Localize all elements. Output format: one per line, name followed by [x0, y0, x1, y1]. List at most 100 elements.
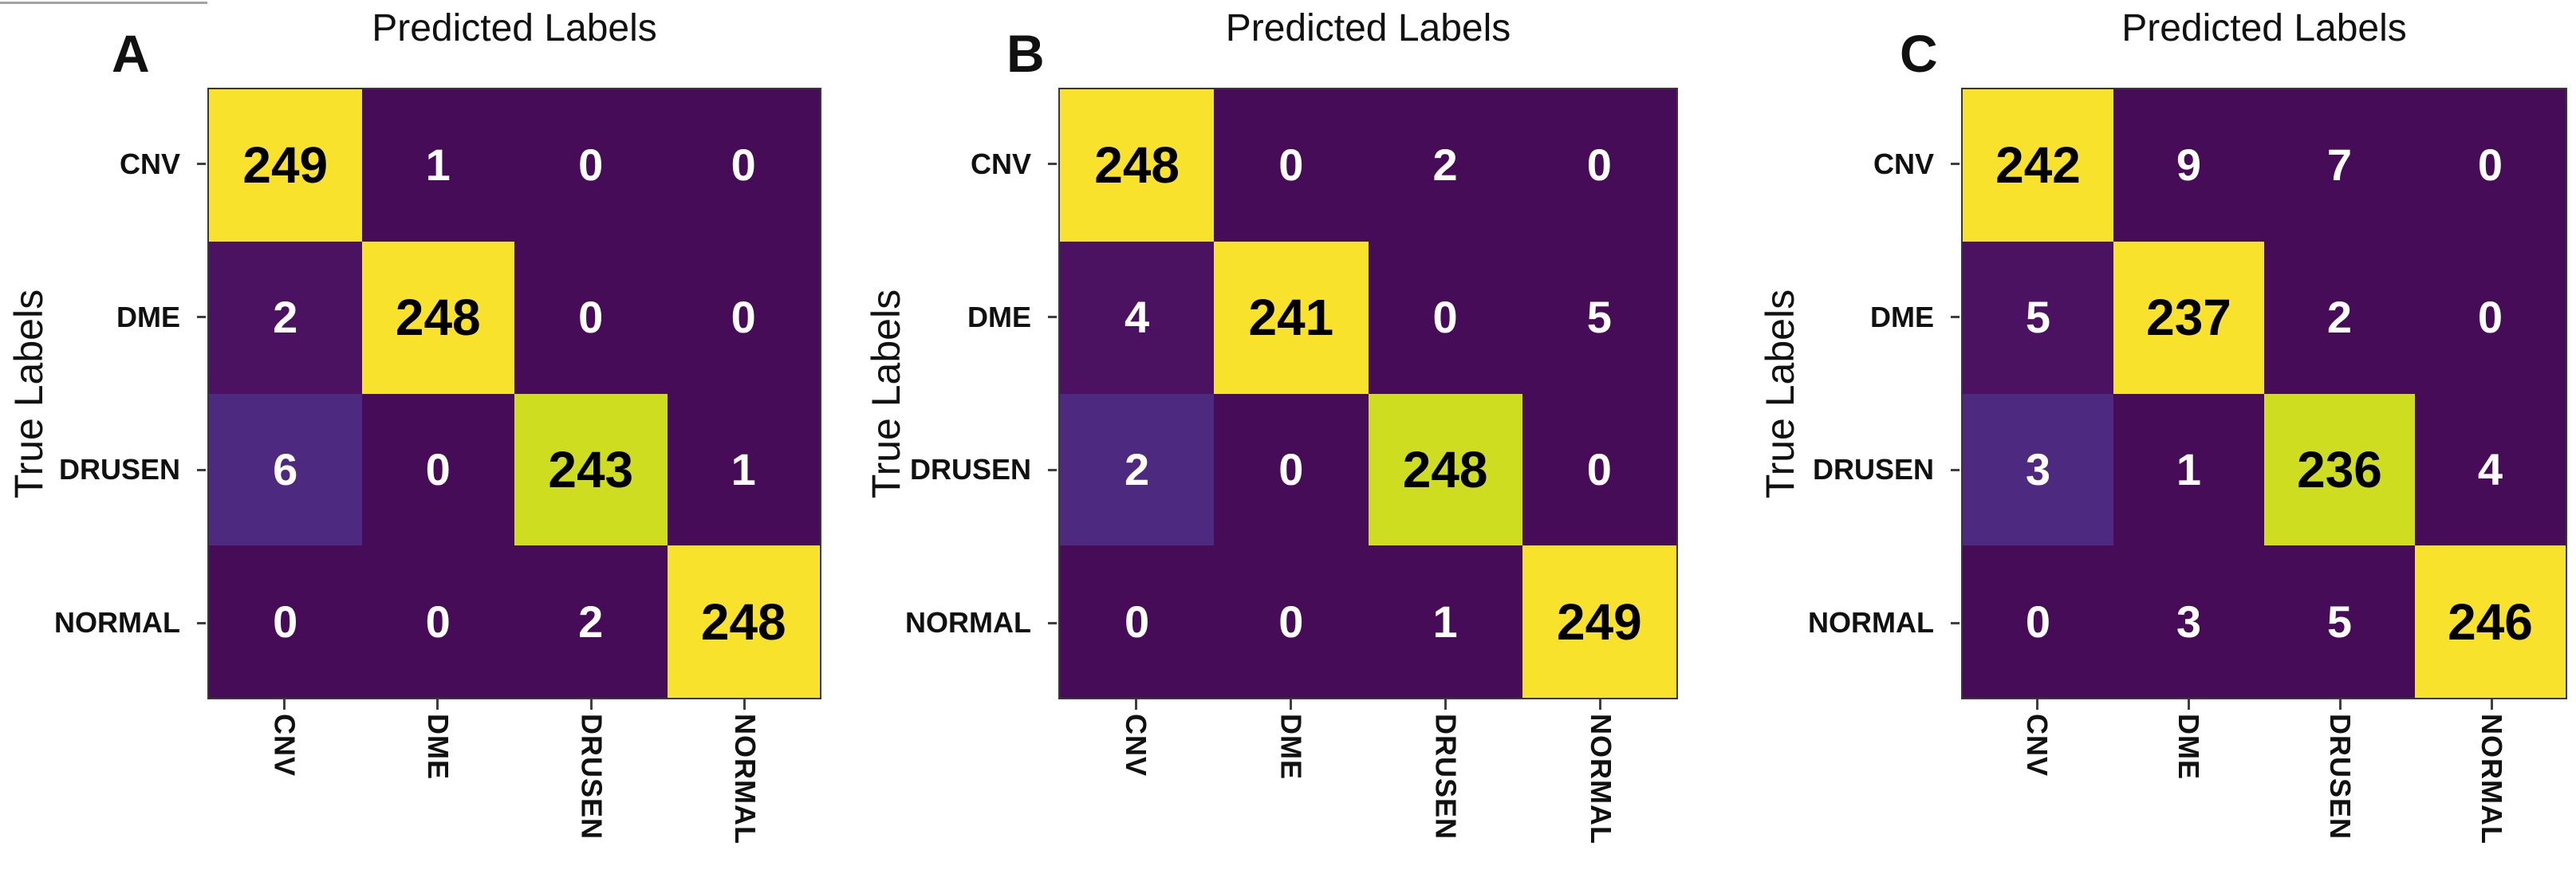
col-label-wrap: DRUSEN: [514, 714, 668, 857]
matrix-cell: 236: [2264, 393, 2415, 546]
matrix-cell-value: 248: [1094, 136, 1180, 195]
col-label-drusen: DRUSEN: [2324, 714, 2357, 840]
matrix-cell-value: 0: [731, 140, 756, 191]
matrix-cell: 241: [1214, 241, 1369, 394]
matrix-cell-value: 9: [2176, 140, 2202, 191]
row-tick-cell: [197, 394, 206, 547]
matrix-cell-value: 0: [1432, 292, 1458, 343]
col-label-wrap: NORMAL: [2416, 714, 2567, 857]
matrix-cell: 2: [514, 545, 668, 698]
col-tick-cell: [2416, 699, 2567, 710]
matrix-cell: 0: [1522, 393, 1676, 546]
matrix-cell-value: 0: [578, 292, 604, 343]
col-label-wrap: CNV: [1961, 714, 2113, 857]
tick-mark: [2338, 699, 2342, 710]
row-label-dme: DME: [1870, 300, 1934, 333]
col-label-wrap: DRUSEN: [1369, 714, 1523, 857]
tick-mark: [743, 699, 746, 710]
matrix-cell: 2: [1368, 89, 1522, 242]
tick-mark: [1289, 699, 1292, 710]
tick-mark: [282, 699, 286, 710]
col-label-cnv: CNV: [2021, 714, 2054, 777]
matrix-cell: 5: [2264, 545, 2415, 698]
matrix-cell-value: 2: [273, 292, 298, 343]
col-tick-cell: [361, 699, 515, 710]
matrix-cell-value: 0: [1586, 443, 1612, 494]
col-label-wrap: NORMAL: [1523, 714, 1678, 857]
col-tick-cell: [1523, 699, 1678, 710]
matrix-cell-value: 2: [1125, 443, 1150, 494]
col-tick-labels: CNV DME DRUSEN NORMAL: [1058, 714, 1678, 857]
tick-mark: [2490, 699, 2493, 710]
matrix-cell: 248: [361, 241, 514, 394]
tick-mark: [197, 316, 206, 319]
tick-mark: [1048, 163, 1057, 166]
col-tick-marks: [1961, 699, 2567, 710]
matrix-cell: 2: [1060, 393, 1215, 546]
row-label-cnv: CNV: [119, 147, 180, 180]
row-tick-labels: CNV DME DRUSEN NORMAL: [1718, 88, 1934, 699]
col-tick-cell: [2113, 699, 2264, 710]
row-label-normal: NORMAL: [54, 606, 180, 640]
col-label-drusen: DRUSEN: [575, 714, 609, 840]
matrix-cell-value: 5: [2025, 292, 2051, 343]
matrix-cell-value: 0: [2477, 140, 2503, 191]
tick-mark: [1048, 621, 1057, 624]
matrix-cell-value: 0: [273, 596, 298, 647]
matrix-cell: 0: [1522, 89, 1676, 242]
row-tick-cell: [1951, 546, 1960, 699]
col-tick-cell: [1961, 699, 2113, 710]
matrix-cell-value: 3: [2176, 596, 2202, 647]
matrix-cell-value: 3: [2025, 443, 2051, 494]
matrix-cell: 1: [667, 393, 820, 546]
col-label-normal: NORMAL: [728, 714, 762, 844]
confusion-matrix-b: 248 0 2 0 4 241 0 5 2 0 248 0 0 0 1 249: [1058, 88, 1678, 699]
row-tick-cell: [1951, 241, 1960, 394]
matrix-cell: 4: [2415, 393, 2566, 546]
matrix-cell-value: 0: [425, 443, 451, 494]
col-tick-cell: [1369, 699, 1523, 710]
col-label-normal: NORMAL: [2476, 714, 2508, 844]
tick-mark: [1444, 699, 1448, 710]
matrix-cell: 248: [667, 545, 820, 698]
matrix-cell: 4: [1060, 241, 1215, 394]
tick-mark: [197, 621, 206, 624]
col-label-wrap: CNV: [1058, 714, 1213, 857]
col-tick-cell: [2264, 699, 2416, 710]
col-label-drusen: DRUSEN: [1429, 714, 1463, 840]
matrix-cell-value: 0: [2477, 292, 2503, 343]
matrix-cell-value: 0: [578, 140, 604, 191]
row-label-dme: DME: [116, 300, 180, 333]
matrix-cell: 3: [2113, 545, 2264, 698]
row-tick-marks: [1048, 88, 1057, 699]
matrix-cell-value: 1: [1432, 596, 1458, 647]
col-label-dme: DME: [2172, 714, 2205, 780]
row-label-cnv: CNV: [970, 147, 1031, 180]
tick-mark: [1134, 699, 1137, 710]
row-label-normal: NORMAL: [1808, 606, 1934, 640]
matrix-cell-value: 4: [2477, 443, 2503, 494]
matrix-cell-value: 5: [2326, 596, 2353, 647]
tick-mark: [1048, 316, 1057, 319]
matrix-cell: 0: [1214, 393, 1369, 546]
row-tick-cell: [1048, 241, 1057, 394]
matrix-cell: 6: [209, 393, 362, 546]
matrix-cell-value: 0: [425, 596, 451, 647]
matrix-cell-value: 237: [2146, 289, 2231, 347]
panel-letter-c: C: [1900, 24, 1938, 83]
matrix-cell: 5: [1522, 241, 1676, 394]
row-tick-marks: [1951, 88, 1960, 699]
matrix-cell: 0: [1060, 545, 1215, 698]
row-tick-cell: [1048, 88, 1057, 241]
matrix-cell-value: 0: [1278, 596, 1304, 647]
row-tick-cell: [197, 546, 206, 699]
col-tick-cell: [514, 699, 668, 710]
matrix-cell: 0: [1368, 241, 1522, 394]
matrix-cell: 1: [361, 89, 514, 242]
matrix-cell-value: 248: [700, 592, 786, 651]
matrix-cell: 0: [361, 545, 514, 698]
col-label-wrap: DME: [1213, 714, 1368, 857]
row-tick-labels: CNV DME DRUSEN NORMAL: [859, 88, 1031, 699]
tick-mark: [436, 699, 439, 710]
